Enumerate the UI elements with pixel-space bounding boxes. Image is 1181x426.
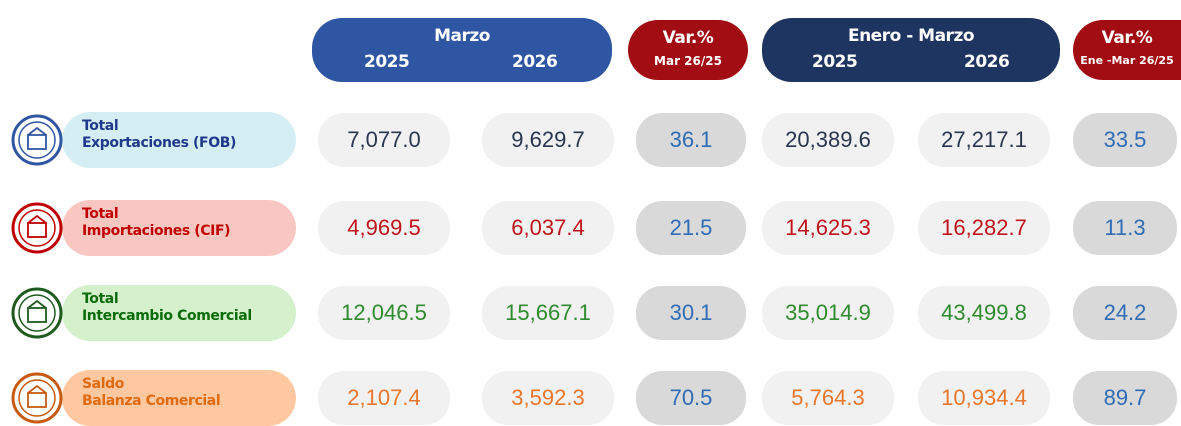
header-year: 2025	[812, 52, 858, 72]
value-cell: 14,625.3	[762, 201, 894, 255]
value-cell: 35,014.9	[762, 286, 894, 340]
value-cell: 7,077.0	[318, 113, 450, 167]
row-icon	[11, 372, 63, 424]
header-var: Var.% Mar 26/25	[628, 20, 748, 80]
row-label-line: Total	[82, 206, 119, 222]
value-cell: 16,282.7	[918, 201, 1050, 255]
header-title: Var.%	[662, 28, 714, 48]
header-title: Var.%	[1101, 28, 1153, 48]
header-year: 2025	[364, 52, 410, 72]
value-cell: 11.3	[1073, 201, 1177, 255]
value-cell: 3,592.3	[482, 371, 614, 425]
header-marzo: Marzo 2025 2026	[312, 18, 612, 82]
value-cell: 43,499.8	[918, 286, 1050, 340]
row-icon	[11, 202, 63, 254]
value-cell: 10,934.4	[918, 371, 1050, 425]
value-cell: 30.1	[636, 286, 746, 340]
header-enero-marzo: Enero - Marzo 2025 2026	[762, 18, 1060, 82]
row-label-line: Importaciones (CIF)	[82, 223, 231, 239]
value-cell: 27,217.1	[918, 113, 1050, 167]
header-subtitle: Ene -Mar 26/25	[1080, 54, 1174, 67]
value-cell: 6,037.4	[482, 201, 614, 255]
value-cell: 12,046.5	[318, 286, 450, 340]
row-label-line: Exportaciones (FOB)	[82, 135, 236, 151]
row-label-line: Total	[82, 291, 119, 307]
page: {"header":{"groups":[ {"title":"Marzo","…	[11, 18, 1181, 426]
row-label: Saldo Balanza Comercial	[62, 370, 296, 426]
value-cell: 20,389.6	[762, 113, 894, 167]
row-label-line: Balanza Comercial	[82, 393, 221, 409]
header-var-acum: Var.% Ene -Mar 26/25	[1073, 20, 1181, 80]
value-cell: 4,969.5	[318, 201, 450, 255]
row-label: Total Intercambio Comercial	[62, 285, 296, 341]
value-cell: 21.5	[636, 201, 746, 255]
header-title: Enero - Marzo	[847, 26, 975, 46]
value-cell: 70.5	[636, 371, 746, 425]
header-title: Marzo	[434, 26, 490, 46]
value-cell: 9,629.7	[482, 113, 614, 167]
row-icon	[11, 287, 63, 339]
header-year: 2026	[964, 52, 1010, 72]
value-cell: 15,667.1	[482, 286, 614, 340]
row-icon	[11, 114, 63, 166]
value-cell: 33.5	[1073, 113, 1177, 167]
row-label: Total Importaciones (CIF)	[62, 200, 296, 256]
header-year: 2026	[512, 52, 558, 72]
row-label: Total Exportaciones (FOB)	[62, 112, 296, 168]
row-label-line: Total	[82, 118, 119, 134]
value-cell: 24.2	[1073, 286, 1177, 340]
value-cell: 36.1	[636, 113, 746, 167]
value-cell: 2,107.4	[318, 371, 450, 425]
row-label-line: Intercambio Comercial	[82, 308, 252, 324]
header-subtitle: Mar 26/25	[654, 54, 722, 68]
value-cell: 89.7	[1073, 371, 1177, 425]
value-cell: 5,764.3	[762, 371, 894, 425]
row-label-line: Saldo	[82, 376, 124, 392]
